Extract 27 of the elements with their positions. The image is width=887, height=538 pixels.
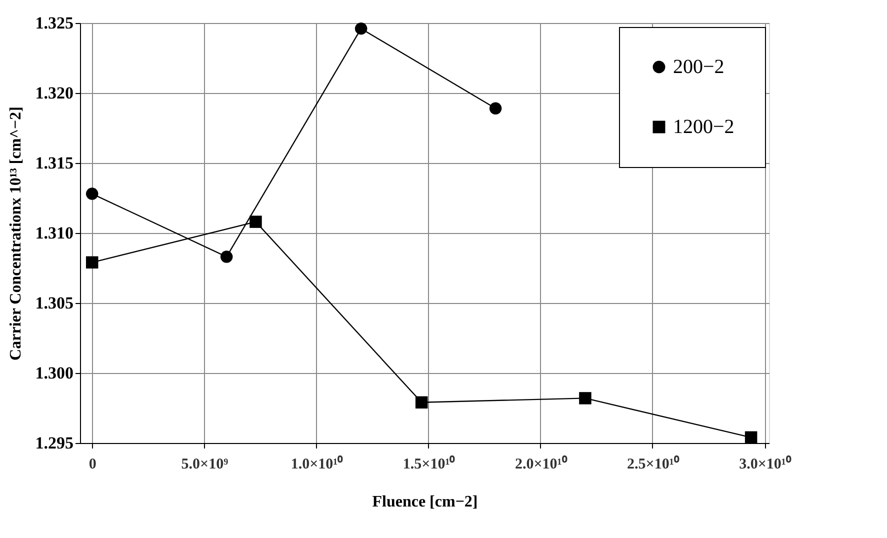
x-tick-label: 1.5×10¹⁰ xyxy=(402,454,456,472)
y-tick-label: 1.305 xyxy=(35,294,74,312)
y-tick-label: 1.320 xyxy=(35,84,74,102)
x-tick-label: 0 xyxy=(88,456,96,472)
y-tick-label: 1.310 xyxy=(35,224,74,242)
x-tick-label: 2.5×10¹⁰ xyxy=(627,454,680,472)
x-tick-label: 2.0×10¹⁰ xyxy=(514,454,568,472)
point xyxy=(86,256,98,269)
point xyxy=(220,250,233,263)
x-tick-label: 1.0×10¹⁰ xyxy=(290,454,344,472)
point xyxy=(86,188,98,200)
x-tick-label: 5.0×10⁹ xyxy=(181,456,229,472)
y-tick-label: 1.295 xyxy=(35,434,74,452)
y-tick-label: 1.325 xyxy=(35,14,74,32)
y-tick-label: 1.315 xyxy=(35,154,74,172)
y-axis-title: Carrier Concentrationx 10¹³ [cm^−2] xyxy=(7,106,24,360)
x-tick-label: 3.0×10¹⁰ xyxy=(739,454,792,472)
y-tick-label: 1.300 xyxy=(35,364,74,382)
legend-label: 1200−2 xyxy=(673,116,734,138)
point xyxy=(744,431,758,444)
point xyxy=(415,396,428,409)
point xyxy=(489,102,502,115)
point xyxy=(250,216,262,228)
point xyxy=(579,392,592,404)
x-axis-title: Fluence [cm−2] xyxy=(372,494,478,510)
legend-label: 200−2 xyxy=(673,56,724,78)
point xyxy=(354,22,368,35)
